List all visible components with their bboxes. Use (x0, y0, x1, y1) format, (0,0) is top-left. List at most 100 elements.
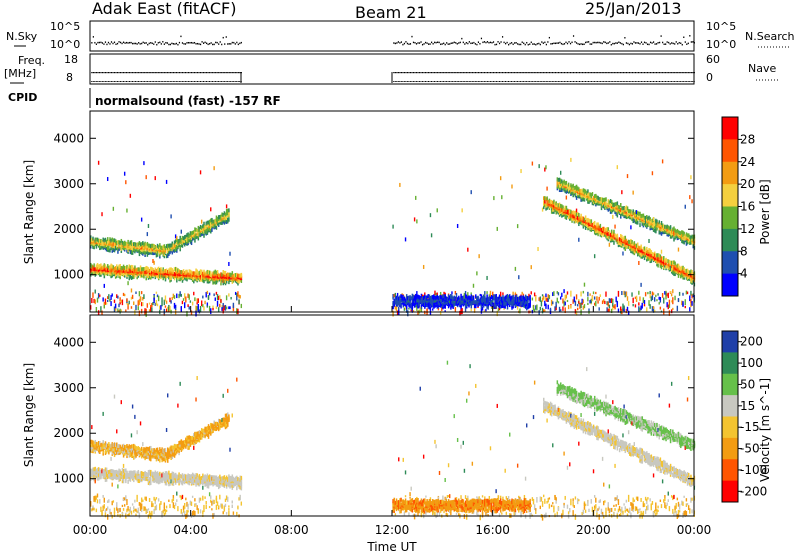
echo-cell (555, 208, 557, 213)
echo-cell (129, 193, 132, 198)
echo-cell (626, 206, 629, 211)
echo-cell (595, 227, 597, 232)
nsky-point (637, 42, 640, 44)
echo-cell (682, 265, 684, 270)
nave-point (690, 81, 692, 82)
nave-point (168, 81, 170, 82)
nsky-point (160, 43, 162, 45)
echo-cell (240, 303, 243, 309)
nave-point (124, 81, 126, 82)
nsky-point (426, 42, 428, 44)
echo-cell (564, 209, 567, 214)
echo-cell (199, 277, 202, 282)
echo-cell (424, 294, 426, 299)
echo-cell (165, 254, 168, 259)
echo-cell (155, 245, 158, 250)
echo-cell (657, 293, 659, 296)
freq-point (130, 72, 132, 74)
nsky-point (394, 42, 396, 45)
echo-cell (102, 264, 104, 269)
echo-cell (518, 275, 520, 280)
echo-cell (668, 310, 671, 316)
echo-cell (190, 310, 193, 315)
echo-cell (205, 223, 208, 228)
echo-cell (634, 243, 637, 248)
freq-point (165, 72, 167, 74)
echo-cell (646, 246, 648, 251)
echo-cell (193, 279, 195, 284)
freq-point (527, 72, 529, 74)
nsky-point (480, 37, 483, 40)
echo-cell (224, 272, 227, 277)
nsky-point (165, 41, 167, 44)
echo-cell (552, 301, 554, 305)
nsky-point (662, 41, 664, 44)
echo-cell (601, 300, 604, 305)
freq-point (622, 72, 624, 74)
echo-cell (582, 193, 585, 198)
echo-cell (598, 307, 600, 311)
echo-cell (609, 236, 612, 241)
echo-cell (127, 248, 129, 253)
freq-point (468, 72, 470, 74)
nave-point (213, 81, 215, 82)
freq-point (628, 72, 631, 74)
freq-point (434, 72, 436, 74)
freq-point (444, 72, 446, 74)
echo-cell (420, 296, 423, 301)
freq-point (583, 72, 585, 74)
nave-point (397, 81, 399, 82)
echo-cell (674, 265, 676, 270)
echo-cell (573, 296, 575, 303)
nsky-point (686, 43, 688, 45)
echo-cell (656, 299, 658, 302)
echo-cell (401, 293, 403, 296)
nave-point (553, 81, 555, 82)
freq-point (636, 72, 638, 74)
echo-cell (563, 186, 565, 191)
freq-point (594, 72, 596, 74)
echo-cell (191, 277, 194, 282)
echo-cell (640, 282, 642, 287)
freq-point (532, 72, 534, 74)
echo-cell (228, 208, 230, 213)
echo-cell (415, 195, 417, 200)
echo-cell (206, 227, 209, 232)
echo-cell (494, 294, 496, 299)
echo-cell (164, 305, 167, 308)
freq-point (550, 72, 552, 74)
echo-cell (429, 306, 432, 311)
nsky-point (535, 43, 537, 46)
echo-cell (134, 247, 136, 252)
freq-point (672, 72, 674, 74)
freq-point (553, 72, 555, 74)
echo-cell (582, 305, 585, 310)
echo-cell (498, 302, 501, 307)
nsky-point (544, 41, 546, 44)
nave-point (181, 81, 183, 82)
echo-cell (106, 239, 109, 244)
echo-cell (180, 229, 182, 234)
nave-point (560, 81, 562, 82)
echo-cell (143, 294, 145, 299)
echo-cell (638, 211, 640, 216)
nsearch-tick-top: 10^5 (706, 20, 736, 33)
freq-point (598, 72, 600, 74)
echo-cell (220, 274, 222, 279)
echo-cell (432, 300, 434, 305)
freq-point (604, 72, 606, 74)
freq-point (544, 72, 546, 74)
echo-cell (589, 192, 591, 197)
nave-point (580, 81, 582, 82)
echo-cell (519, 308, 521, 314)
echo-cell (152, 268, 154, 273)
echo-cell (544, 196, 546, 201)
nave-point (488, 81, 490, 82)
echo-cell (443, 291, 445, 297)
echo-cell (147, 251, 150, 256)
echo-cell (691, 301, 693, 306)
echo-cell (219, 273, 221, 278)
echo-cell (392, 305, 394, 310)
nsky-point (411, 35, 413, 38)
echo-cell (154, 302, 156, 306)
